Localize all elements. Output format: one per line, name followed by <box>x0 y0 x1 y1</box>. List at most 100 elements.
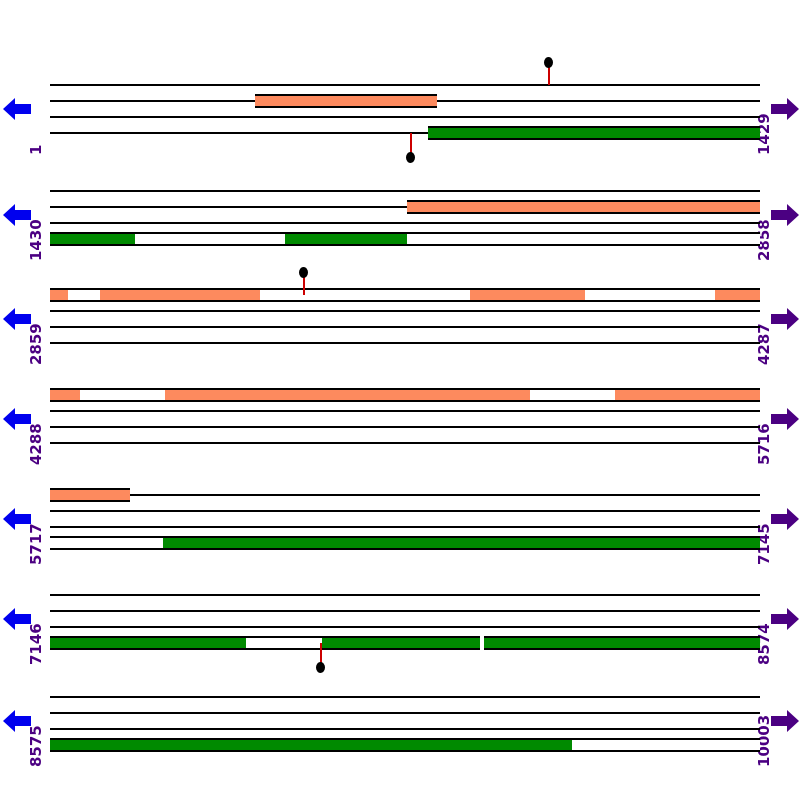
frame-baseline <box>50 190 760 192</box>
arrow-right-icon[interactable] <box>770 606 800 632</box>
frame-baseline <box>50 84 760 86</box>
frame-baseline <box>50 442 760 444</box>
reverse-orf-block[interactable] <box>322 636 480 650</box>
panel-start-coordinate: 2859 <box>27 323 45 365</box>
panel-start-coordinate: 1 <box>27 144 45 155</box>
frame-baseline <box>50 222 760 224</box>
panel-start-coordinate: 1430 <box>27 219 45 261</box>
frame-row-3 <box>50 216 760 230</box>
frame-baseline <box>50 426 760 428</box>
frame-tracks <box>50 184 760 246</box>
orf-gap-block[interactable] <box>68 288 100 302</box>
arrow-left-icon[interactable] <box>2 96 32 122</box>
orf-gap-block[interactable] <box>135 232 205 246</box>
forward-orf-block[interactable] <box>50 388 80 402</box>
frame-row-4 <box>50 636 760 650</box>
frame-tracks <box>50 588 760 673</box>
frame-row-1 <box>50 488 760 502</box>
frame-row-4 <box>50 232 760 246</box>
frame-row-3 <box>50 722 760 736</box>
frame-row-4 <box>50 336 760 350</box>
marker-stem <box>303 275 305 295</box>
arrow-left-icon[interactable] <box>2 708 32 734</box>
orf-gap-block[interactable] <box>530 388 615 402</box>
sequence-panel: 5717 7145 <box>0 488 800 565</box>
reverse-orf-block[interactable] <box>50 738 572 752</box>
frame-row-2 <box>50 304 760 318</box>
reverse-orf-block[interactable] <box>50 636 246 650</box>
orf-gap-block[interactable] <box>260 288 470 302</box>
arrow-right-icon[interactable] <box>770 306 800 332</box>
frame-baseline <box>50 594 760 596</box>
arrow-left-icon[interactable] <box>2 306 32 332</box>
frame-baseline <box>50 326 760 328</box>
frame-baseline <box>50 410 760 412</box>
marker-dot-icon <box>406 152 415 163</box>
orf-notch[interactable] <box>480 636 484 650</box>
orf-gap-block[interactable] <box>572 738 760 752</box>
orf-gap-block[interactable] <box>80 388 165 402</box>
orf-gap-block[interactable] <box>585 288 715 302</box>
frame-row-1 <box>50 690 760 704</box>
frame-row-3 <box>50 320 760 334</box>
arrow-left-icon[interactable] <box>2 606 32 632</box>
arrow-right-icon[interactable] <box>770 96 800 122</box>
arrow-right-icon[interactable] <box>770 708 800 734</box>
forward-orf-block[interactable] <box>50 288 68 302</box>
frame-row-2 <box>50 94 760 108</box>
forward-orf-block[interactable] <box>100 288 260 302</box>
arrow-left-icon[interactable] <box>2 506 32 532</box>
frame-baseline <box>50 712 760 714</box>
reverse-orf-block[interactable] <box>484 636 760 650</box>
frame-row-1 <box>50 288 760 302</box>
frame-row-4 <box>50 126 760 140</box>
frame-row-2 <box>50 504 760 518</box>
forward-orf-block[interactable] <box>470 288 585 302</box>
frame-baseline <box>50 728 760 730</box>
forward-orf-block[interactable] <box>255 94 437 108</box>
marker-dot-icon <box>299 267 308 278</box>
sequence-panel: 1430 2858 <box>0 184 800 261</box>
orf-gap-block[interactable] <box>50 536 163 550</box>
reverse-orf-block[interactable] <box>428 126 760 140</box>
frame-row-1 <box>50 78 760 92</box>
frame-tracks <box>50 488 760 550</box>
frame-row-2 <box>50 200 760 214</box>
arrow-right-icon[interactable] <box>770 202 800 228</box>
frame-row-4 <box>50 436 760 450</box>
frame-baseline <box>50 206 760 208</box>
forward-orf-block[interactable] <box>165 388 530 402</box>
panel-start-coordinate: 8575 <box>27 725 45 767</box>
marker-dot-icon <box>544 57 553 68</box>
forward-orf-block[interactable] <box>407 200 760 214</box>
frame-row-2 <box>50 706 760 720</box>
forward-orf-block[interactable] <box>615 388 760 402</box>
forward-orf-block[interactable] <box>715 288 760 302</box>
frame-baseline <box>50 494 760 496</box>
frame-baseline <box>50 610 760 612</box>
panel-start-coordinate: 4288 <box>27 423 45 465</box>
frame-row-3 <box>50 520 760 534</box>
frame-row-1 <box>50 588 760 602</box>
frame-row-4 <box>50 536 760 550</box>
frame-baseline <box>50 342 760 344</box>
frame-row-3 <box>50 620 760 634</box>
marker-stem <box>548 65 550 85</box>
sequence-panel: 7146 8574 <box>0 588 800 673</box>
frame-baseline <box>50 116 760 118</box>
orf-gap-block[interactable] <box>246 636 322 650</box>
sequence-panel: 8575 10003 <box>0 690 800 767</box>
frame-row-4 <box>50 738 760 752</box>
sequence-panel: 1 1429 <box>0 57 800 163</box>
forward-orf-block[interactable] <box>50 488 130 502</box>
arrow-left-icon[interactable] <box>2 406 32 432</box>
reverse-orf-block[interactable] <box>285 232 407 246</box>
arrow-left-icon[interactable] <box>2 202 32 228</box>
arrow-right-icon[interactable] <box>770 506 800 532</box>
orf-gap-block[interactable] <box>205 232 285 246</box>
orf-gap-block[interactable] <box>407 232 760 246</box>
arrow-right-icon[interactable] <box>770 406 800 432</box>
reverse-orf-block[interactable] <box>163 536 760 550</box>
reverse-orf-block[interactable] <box>50 232 135 246</box>
frame-row-3 <box>50 420 760 434</box>
